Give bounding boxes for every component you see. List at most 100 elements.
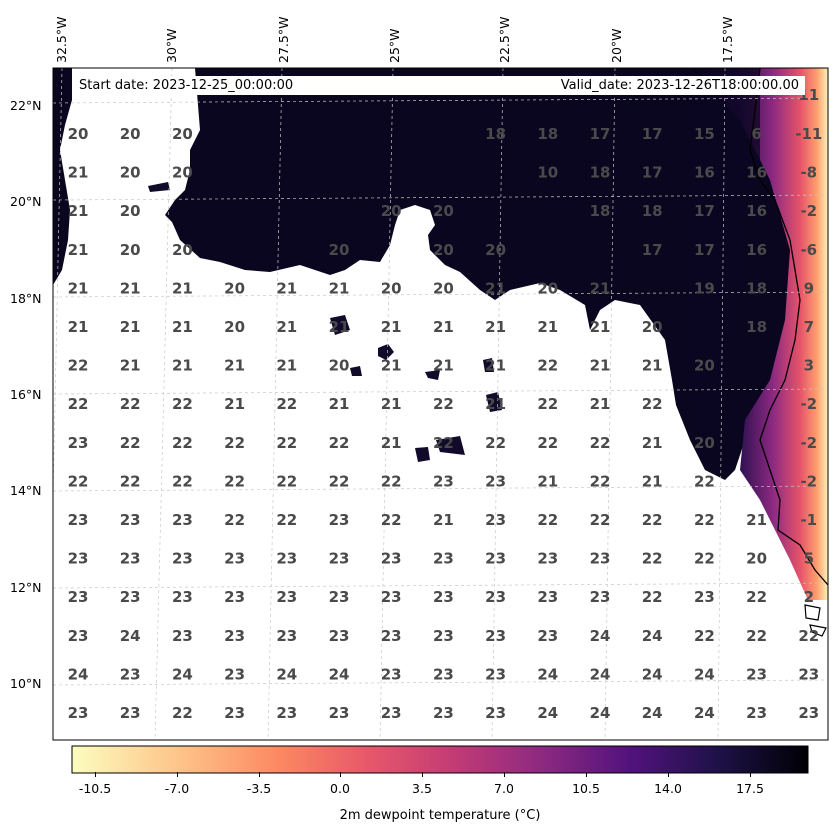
dewpoint-value: 22 — [276, 511, 297, 529]
dewpoint-value: 21 — [68, 279, 89, 297]
dewpoint-value: 21 — [433, 511, 454, 529]
lon-label: 32.5°W — [54, 16, 69, 63]
dewpoint-value: 23 — [68, 627, 89, 645]
dewpoint-value: 20 — [224, 318, 245, 336]
dewpoint-value: 22 — [590, 511, 611, 529]
dewpoint-value: 23 — [172, 588, 193, 606]
dewpoint-value: 23 — [537, 550, 558, 568]
dewpoint-value: 22 — [694, 627, 715, 645]
dewpoint-value: 23 — [433, 627, 454, 645]
dewpoint-value: 21 — [276, 279, 297, 297]
dewpoint-value: 21 — [642, 434, 663, 452]
dewpoint-value: 21 — [381, 395, 402, 413]
dewpoint-value: 18 — [485, 125, 506, 143]
lat-label: 22°N — [10, 98, 42, 113]
dewpoint-value: 22 — [746, 588, 767, 606]
dewpoint-value: 22 — [172, 434, 193, 452]
dewpoint-value: 20 — [694, 357, 715, 375]
dewpoint-value: 24 — [120, 627, 141, 645]
dewpoint-value: 23 — [68, 704, 89, 722]
dewpoint-value: 23 — [485, 627, 506, 645]
dewpoint-value: 20 — [642, 318, 663, 336]
dewpoint-value: 22 — [120, 395, 141, 413]
dewpoint-value: 23 — [485, 665, 506, 683]
lat-label: 14°N — [10, 483, 42, 498]
dewpoint-value: 23 — [694, 588, 715, 606]
dewpoint-value: 21 — [276, 357, 297, 375]
dewpoint-value: 22 — [798, 627, 819, 645]
dewpoint-value: 15 — [694, 125, 715, 143]
lat-label: 18°N — [10, 291, 42, 306]
dewpoint-value: 19 — [694, 279, 715, 297]
dewpoint-value: 21 — [590, 357, 611, 375]
dewpoint-value: 23 — [120, 665, 141, 683]
dewpoint-value: 21 — [329, 279, 350, 297]
coastal-gradient — [690, 68, 828, 600]
dewpoint-value: 22 — [590, 434, 611, 452]
dewpoint-value: 21 — [68, 202, 89, 220]
dewpoint-value: 21 — [485, 357, 506, 375]
dewpoint-value: 23 — [433, 665, 454, 683]
dewpoint-value: 23 — [224, 588, 245, 606]
island-8 — [350, 366, 362, 376]
dewpoint-value: 22 — [694, 472, 715, 490]
dewpoint-value: 23 — [590, 588, 611, 606]
dewpoint-value: -1 — [800, 511, 817, 529]
lat-label: 12°N — [10, 580, 42, 595]
dewpoint-value: 21 — [381, 357, 402, 375]
dewpoint-value: 23 — [172, 550, 193, 568]
dewpoint-value: 23 — [485, 472, 506, 490]
dewpoint-value: 17 — [694, 202, 715, 220]
dewpoint-value: 23 — [485, 588, 506, 606]
colorbar-tick-label: 7.0 — [494, 781, 514, 796]
dewpoint-value: 18 — [590, 202, 611, 220]
dewpoint-value: -2 — [800, 434, 817, 452]
dewpoint-value: 20 — [433, 241, 454, 259]
dewpoint-value: 20 — [433, 279, 454, 297]
dewpoint-value: 21 — [329, 395, 350, 413]
dewpoint-value: 17 — [590, 125, 611, 143]
colorbar-tick-label: -10.5 — [78, 781, 112, 796]
dewpoint-value: 22 — [276, 472, 297, 490]
dewpoint-value: 23 — [381, 704, 402, 722]
dewpoint-value: 20 — [537, 279, 558, 297]
dewpoint-value: 20 — [694, 434, 715, 452]
lon-label: 22.5°W — [497, 16, 512, 63]
dewpoint-value: 3 — [804, 357, 814, 375]
dewpoint-value: 22 — [642, 395, 663, 413]
dewpoint-value: 23 — [485, 550, 506, 568]
colorbar-tick-label: 14.0 — [654, 781, 682, 796]
dewpoint-value: 22 — [120, 472, 141, 490]
colorbar-tick-label: 17.5 — [736, 781, 764, 796]
dewpoint-value: 20 — [329, 241, 350, 259]
dewpoint-value: 21 — [485, 279, 506, 297]
island-5 — [486, 392, 502, 412]
colorbar-tickmark — [586, 772, 587, 777]
dewpoint-value: 23 — [798, 704, 819, 722]
dewpoint-value: 22 — [537, 395, 558, 413]
dewpoint-value: 22 — [694, 550, 715, 568]
dewpoint-value: -2 — [800, 202, 817, 220]
lon-label: 17.5°W — [720, 16, 735, 63]
dewpoint-value: 21 — [537, 472, 558, 490]
dewpoint-value: 23 — [120, 550, 141, 568]
dewpoint-value: 18 — [590, 164, 611, 182]
dewpoint-value: 23 — [590, 550, 611, 568]
dewpoint-value: 22 — [120, 434, 141, 452]
dewpoint-value: 23 — [172, 627, 193, 645]
dewpoint-value: 22 — [224, 472, 245, 490]
dewpoint-value: 16 — [746, 164, 767, 182]
dewpoint-value: 22 — [172, 704, 193, 722]
dewpoint-value: 23 — [224, 704, 245, 722]
dewpoint-value: 22 — [642, 550, 663, 568]
dewpoint-value: 20 — [485, 241, 506, 259]
dewpoint-value: 23 — [329, 511, 350, 529]
valid-date-text: Valid_date: 2023-12-26T18:00:00.00 — [560, 78, 799, 93]
dewpoint-value: 23 — [120, 511, 141, 529]
dewpoint-value: 23 — [381, 627, 402, 645]
dewpoint-value: 21 — [485, 318, 506, 336]
dewpoint-value: 21 — [642, 472, 663, 490]
dewpoint-value: 21 — [120, 318, 141, 336]
dewpoint-value: 22 — [590, 472, 611, 490]
